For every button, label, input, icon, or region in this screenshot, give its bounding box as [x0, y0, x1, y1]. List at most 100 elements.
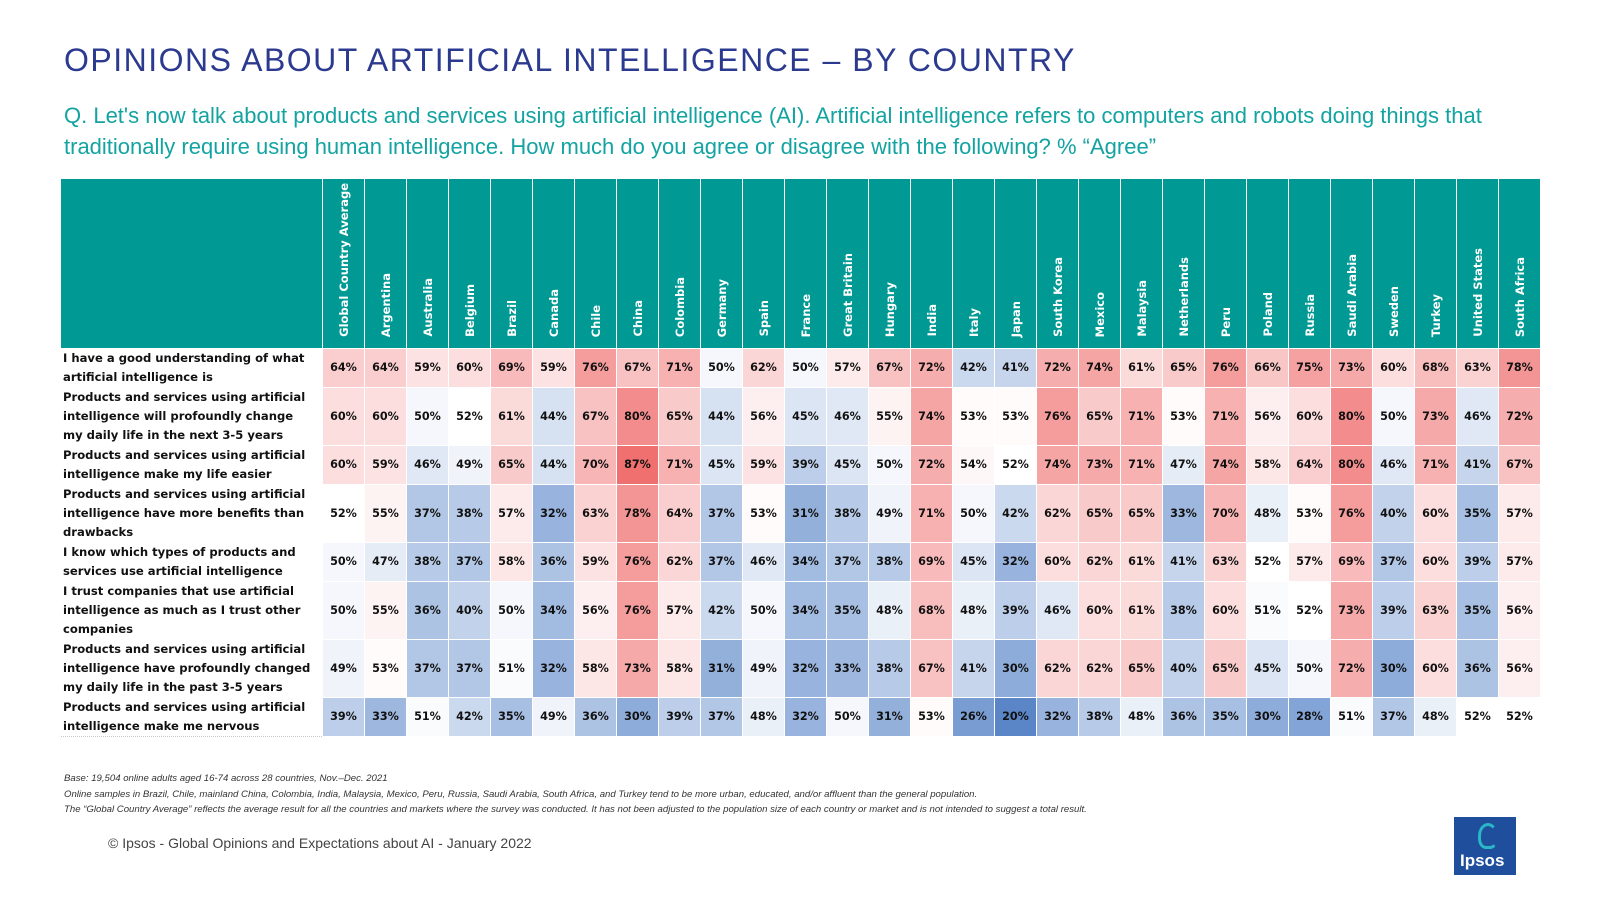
- heatmap-cell: 40%: [1162, 638, 1205, 698]
- heatmap-cell: 44%: [532, 386, 575, 446]
- heatmap-cell: 61%: [1120, 580, 1163, 640]
- heatmap-cell: 59%: [532, 347, 575, 388]
- column-header: Hungary: [868, 178, 911, 349]
- heatmap-cell: 48%: [742, 696, 785, 737]
- heatmap-cell: 38%: [868, 541, 911, 582]
- logo-text: Ipsos: [1460, 851, 1505, 870]
- heatmap-cell: 50%: [700, 347, 743, 388]
- heatmap-cell: 48%: [952, 580, 995, 640]
- heatmap-cell: 55%: [364, 580, 407, 640]
- row-label: Products and services using artificial i…: [60, 386, 323, 446]
- row-label: I trust companies that use artificial in…: [60, 580, 323, 640]
- ipsos-logo: Ipsos: [1454, 817, 1516, 875]
- heatmap-cell: 62%: [1078, 638, 1121, 698]
- heatmap-cell: 32%: [784, 696, 827, 737]
- table-row: I have a good understanding of what arti…: [60, 347, 1541, 388]
- column-header: Spain: [742, 178, 785, 349]
- heatmap-cell: 75%: [1288, 347, 1331, 388]
- heatmap-cell: 37%: [700, 483, 743, 543]
- heatmap-cell: 65%: [658, 386, 701, 446]
- column-header: Sweden: [1372, 178, 1415, 349]
- heatmap-cell: 37%: [1372, 541, 1415, 582]
- heatmap-cell: 40%: [448, 580, 491, 640]
- heatmap-cell: 46%: [406, 444, 449, 485]
- heatmap-cell: 60%: [1414, 541, 1457, 582]
- heatmap-cell: 60%: [1036, 541, 1079, 582]
- heatmap-cell: 41%: [1162, 541, 1205, 582]
- heatmap-cell: 52%: [1246, 541, 1289, 582]
- column-header-label: South Africa: [1512, 256, 1527, 337]
- column-header-label: South Korea: [1050, 256, 1065, 337]
- heatmap-cell: 37%: [448, 638, 491, 698]
- table-row: I trust companies that use artificial in…: [60, 580, 1541, 640]
- column-header-label: France: [798, 293, 813, 337]
- heatmap-cell: 53%: [364, 638, 407, 698]
- heatmap-cell: 65%: [1078, 483, 1121, 543]
- heatmap-cell: 32%: [532, 638, 575, 698]
- heatmap-cell: 48%: [1414, 696, 1457, 737]
- heatmap-cell: 50%: [322, 541, 365, 582]
- heatmap-cell: 62%: [658, 541, 701, 582]
- heatmap-cell: 52%: [322, 483, 365, 543]
- heatmap-cell: 42%: [700, 580, 743, 640]
- heatmap-cell: 30%: [1372, 638, 1415, 698]
- heatmap-cell: 53%: [910, 696, 953, 737]
- heatmap-cell: 48%: [1120, 696, 1163, 737]
- heatmap-cell: 49%: [868, 483, 911, 543]
- column-header: Colombia: [658, 178, 701, 349]
- heatmap-cell: 37%: [1372, 696, 1415, 737]
- heatmap-cell: 37%: [406, 638, 449, 698]
- heatmap-cell: 54%: [952, 444, 995, 485]
- heatmap-cell: 40%: [1372, 483, 1415, 543]
- column-header-label: Hungary: [882, 281, 897, 337]
- heatmap-cell: 59%: [574, 541, 617, 582]
- heatmap-cell: 74%: [1204, 444, 1247, 485]
- heatmap-cell: 46%: [1372, 444, 1415, 485]
- heatmap-cell: 63%: [574, 483, 617, 543]
- heatmap-cell: 58%: [574, 638, 617, 698]
- heatmap-cell: 32%: [532, 483, 575, 543]
- heatmap-cell: 60%: [1414, 638, 1457, 698]
- heatmap-cell: 41%: [952, 638, 995, 698]
- heatmap-cell: 72%: [1036, 347, 1079, 388]
- heatmap-cell: 71%: [658, 347, 701, 388]
- heatmap-cell: 39%: [784, 444, 827, 485]
- heatmap-cell: 38%: [406, 541, 449, 582]
- heatmap-cell: 56%: [1498, 638, 1541, 698]
- heatmap-cell: 69%: [1330, 541, 1373, 582]
- heatmap-cell: 64%: [364, 347, 407, 388]
- heatmap-cell: 63%: [1456, 347, 1499, 388]
- heatmap-cell: 45%: [700, 444, 743, 485]
- heatmap-cell: 76%: [1330, 483, 1373, 543]
- heatmap-cell: 50%: [1288, 638, 1331, 698]
- heatmap-cell: 71%: [658, 444, 701, 485]
- heatmap-cell: 45%: [784, 386, 827, 446]
- heatmap-cell: 73%: [1414, 386, 1457, 446]
- heatmap-cell: 69%: [910, 541, 953, 582]
- heatmap-cell: 33%: [364, 696, 407, 737]
- heatmap-cell: 64%: [658, 483, 701, 543]
- heatmap-cell: 39%: [322, 696, 365, 737]
- column-header: Argentina: [364, 178, 407, 349]
- column-header-label: Peru: [1218, 306, 1233, 337]
- heatmap-cell: 67%: [616, 347, 659, 388]
- heatmap-cell: 38%: [1162, 580, 1205, 640]
- heatmap-cell: 31%: [700, 638, 743, 698]
- column-header-label: Brazil: [504, 300, 519, 337]
- column-header: France: [784, 178, 827, 349]
- heatmap-cell: 58%: [658, 638, 701, 698]
- heatmap-cell: 55%: [868, 386, 911, 446]
- heatmap-cell: 78%: [616, 483, 659, 543]
- column-header-label: Poland: [1260, 292, 1275, 337]
- heatmap-cell: 80%: [1330, 444, 1373, 485]
- heatmap-cell: 70%: [574, 444, 617, 485]
- heatmap-cell: 65%: [1120, 638, 1163, 698]
- heatmap-cell: 59%: [364, 444, 407, 485]
- heatmap-cell: 72%: [910, 444, 953, 485]
- heatmap-cell: 63%: [1204, 541, 1247, 582]
- heatmap-cell: 73%: [616, 638, 659, 698]
- heatmap-cell: 57%: [826, 347, 869, 388]
- logo-mark-icon: [1478, 823, 1498, 849]
- page-title: OPINIONS ABOUT ARTIFICIAL INTELLIGENCE –…: [64, 42, 1076, 78]
- heatmap-cell: 58%: [490, 541, 533, 582]
